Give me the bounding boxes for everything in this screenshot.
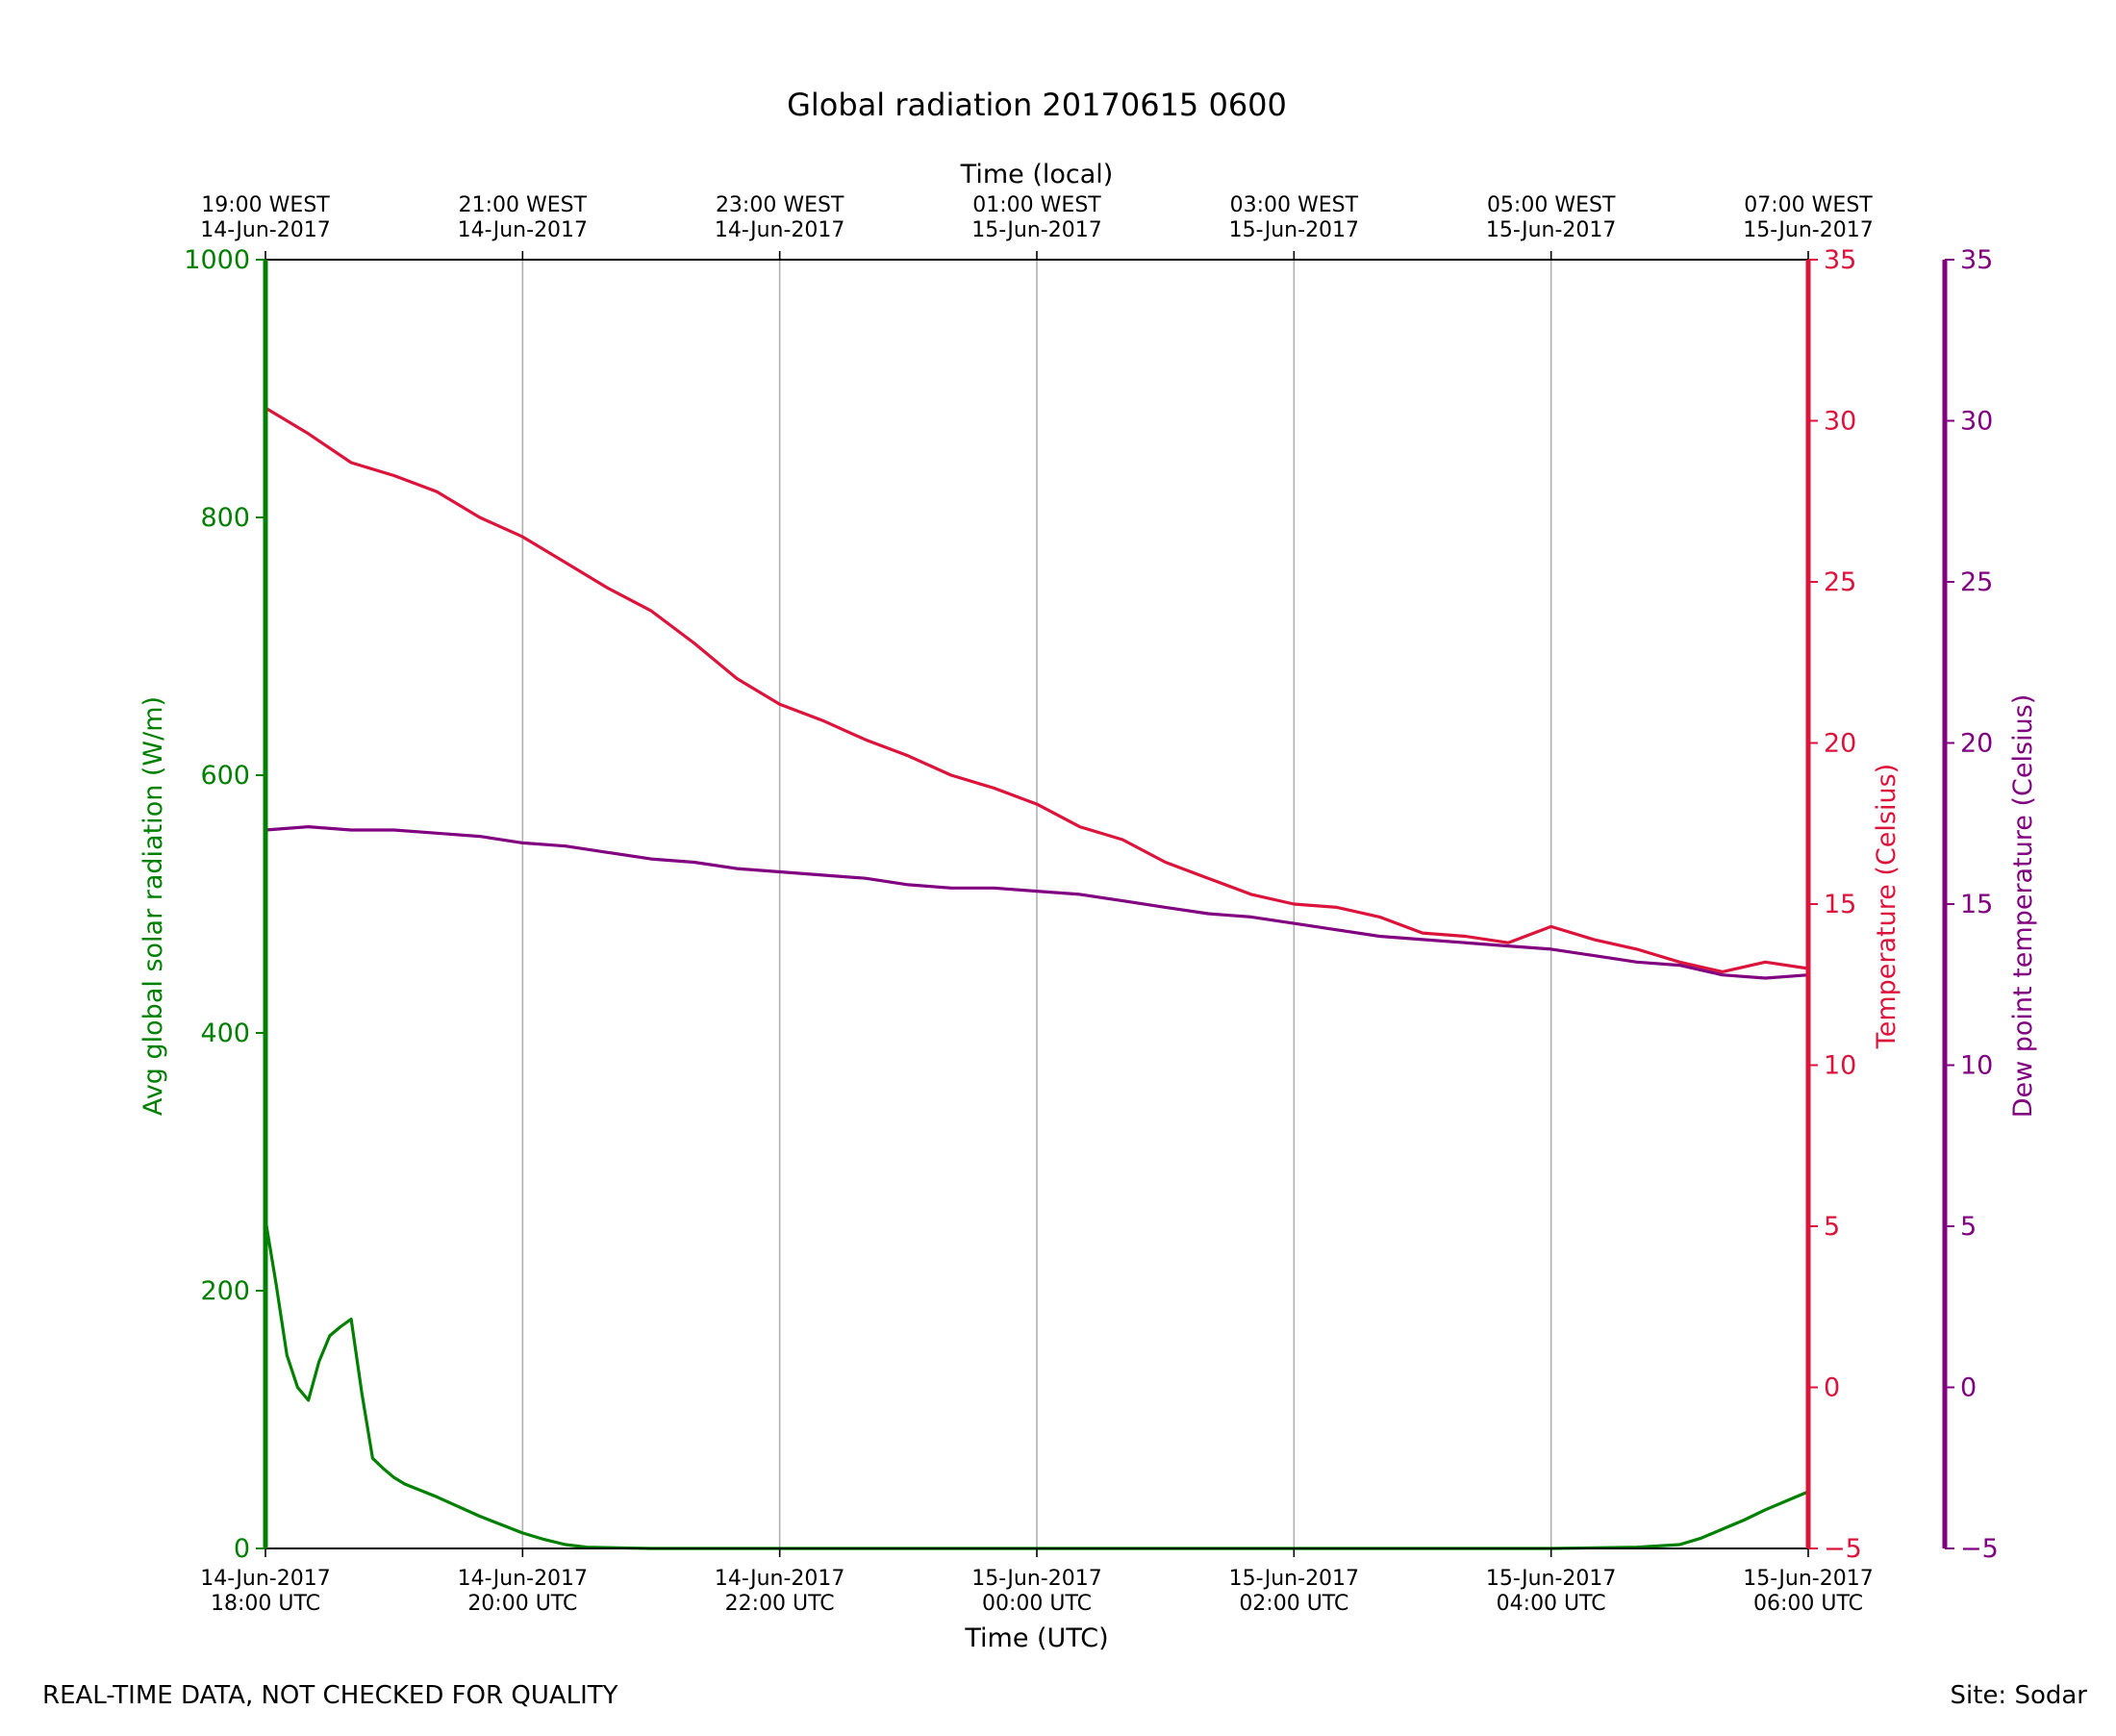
x-tick-label: 22:00 UTC: [725, 1592, 835, 1616]
x-tick-label: 15-Jun-2017: [1486, 1567, 1616, 1591]
x-tick-label: 14-Jun-2017: [200, 1567, 330, 1591]
temperature-axis-tick-label: −5: [1824, 1534, 1862, 1564]
chart-title: Global radiation 20170615 0600: [787, 87, 1287, 123]
radiation-axis-label: Avg global solar radiation (W/m): [139, 696, 168, 1116]
site-label: Site: Sodar: [1950, 1681, 2087, 1710]
x2-tick-label: 15-Jun-2017: [1486, 218, 1616, 242]
x-tick-label: 18:00 UTC: [211, 1592, 320, 1616]
dewpoint-axis-tick-label: 5: [1960, 1212, 1977, 1242]
x2-tick-label: 01:00 WEST: [972, 193, 1101, 217]
x2-tick-label: 21:00 WEST: [459, 193, 588, 217]
x-tick-label: 14-Jun-2017: [458, 1567, 588, 1591]
temperature-axis-tick-label: 20: [1824, 729, 1856, 759]
dewpoint-axis-tick-label: 15: [1960, 890, 1993, 919]
x2-tick-label: 23:00 WEST: [716, 193, 844, 217]
x2-tick-label: 15-Jun-2017: [1229, 218, 1359, 242]
temperature-axis-tick-label: 35: [1824, 245, 1856, 275]
x2-tick-label: 07:00 WEST: [1744, 193, 1873, 217]
dewpoint-axis-tick-label: 20: [1960, 729, 1993, 759]
dewpoint-axis-tick-label: 25: [1960, 567, 1993, 597]
x-tick-label: 14-Jun-2017: [715, 1567, 844, 1591]
temperature-axis-tick-label: 25: [1824, 567, 1856, 597]
temperature-axis-tick-label: 0: [1824, 1373, 1840, 1403]
x2-tick-label: 19:00 WEST: [201, 193, 330, 217]
x2-tick-label: 14-Jun-2017: [715, 218, 844, 242]
temperature-axis-tick-label: 15: [1824, 890, 1856, 919]
dewpoint-axis-tick-label: 0: [1960, 1373, 1977, 1403]
x2-tick-label: 03:00 WEST: [1230, 193, 1359, 217]
temperature-axis-tick-label: 30: [1824, 407, 1856, 437]
x-tick-label: 15-Jun-2017: [1229, 1567, 1359, 1591]
x2-tick-label: 15-Jun-2017: [1743, 218, 1873, 242]
series-line-temperature: [264, 406, 1810, 974]
dewpoint-axis-label: Dew point temperature (Celsius): [2008, 694, 2038, 1119]
x-tick-label: 15-Jun-2017: [971, 1567, 1101, 1591]
radiation-axis-tick-label: 600: [200, 761, 250, 791]
grid-layer: [521, 260, 1552, 1548]
radiation-axis-tick-label: 0: [234, 1534, 250, 1564]
x-tick-label: 00:00 UTC: [982, 1592, 1092, 1616]
temperature-axis-label: Temperature (Celsius): [1872, 764, 1902, 1049]
radiation-axis-tick-label: 200: [200, 1276, 250, 1306]
x-tick-label: 20:00 UTC: [467, 1592, 577, 1616]
top-axis-label: Time (local): [960, 160, 1114, 189]
series-layer: [264, 406, 1810, 1550]
dewpoint-axis-tick-label: 30: [1960, 407, 1993, 437]
x2-tick-label: 15-Jun-2017: [971, 218, 1101, 242]
x2-tick-label: 14-Jun-2017: [458, 218, 588, 242]
temperature-axis-tick-label: 10: [1824, 1051, 1856, 1081]
x2-tick-label: 14-Jun-2017: [200, 218, 330, 242]
dewpoint-axis-tick-label: −5: [1960, 1534, 1999, 1564]
radiation-axis-tick-label: 1000: [184, 245, 250, 275]
dewpoint-axis-tick-label: 35: [1960, 245, 1993, 275]
series-line-avg-global-solar-radiation: [264, 1218, 1810, 1550]
x2-tick-label: 05:00 WEST: [1487, 193, 1616, 217]
radiation-axis-tick-label: 400: [200, 1019, 250, 1048]
quality-note: REAL-TIME DATA, NOT CHECKED FOR QUALITY: [42, 1681, 618, 1710]
x-tick-label: 04:00 UTC: [1497, 1592, 1606, 1616]
dewpoint-axis-tick-label: 10: [1960, 1051, 1993, 1081]
x-tick-label: 02:00 UTC: [1239, 1592, 1348, 1616]
series-line-dew-point-temperature: [264, 824, 1810, 980]
x-tick-label: 06:00 UTC: [1753, 1592, 1863, 1616]
x-axis-label: Time (UTC): [964, 1623, 1108, 1653]
x-tick-label: 15-Jun-2017: [1743, 1567, 1873, 1591]
radiation-axis-tick-label: 800: [200, 503, 250, 533]
temperature-axis-tick-label: 5: [1824, 1212, 1840, 1242]
